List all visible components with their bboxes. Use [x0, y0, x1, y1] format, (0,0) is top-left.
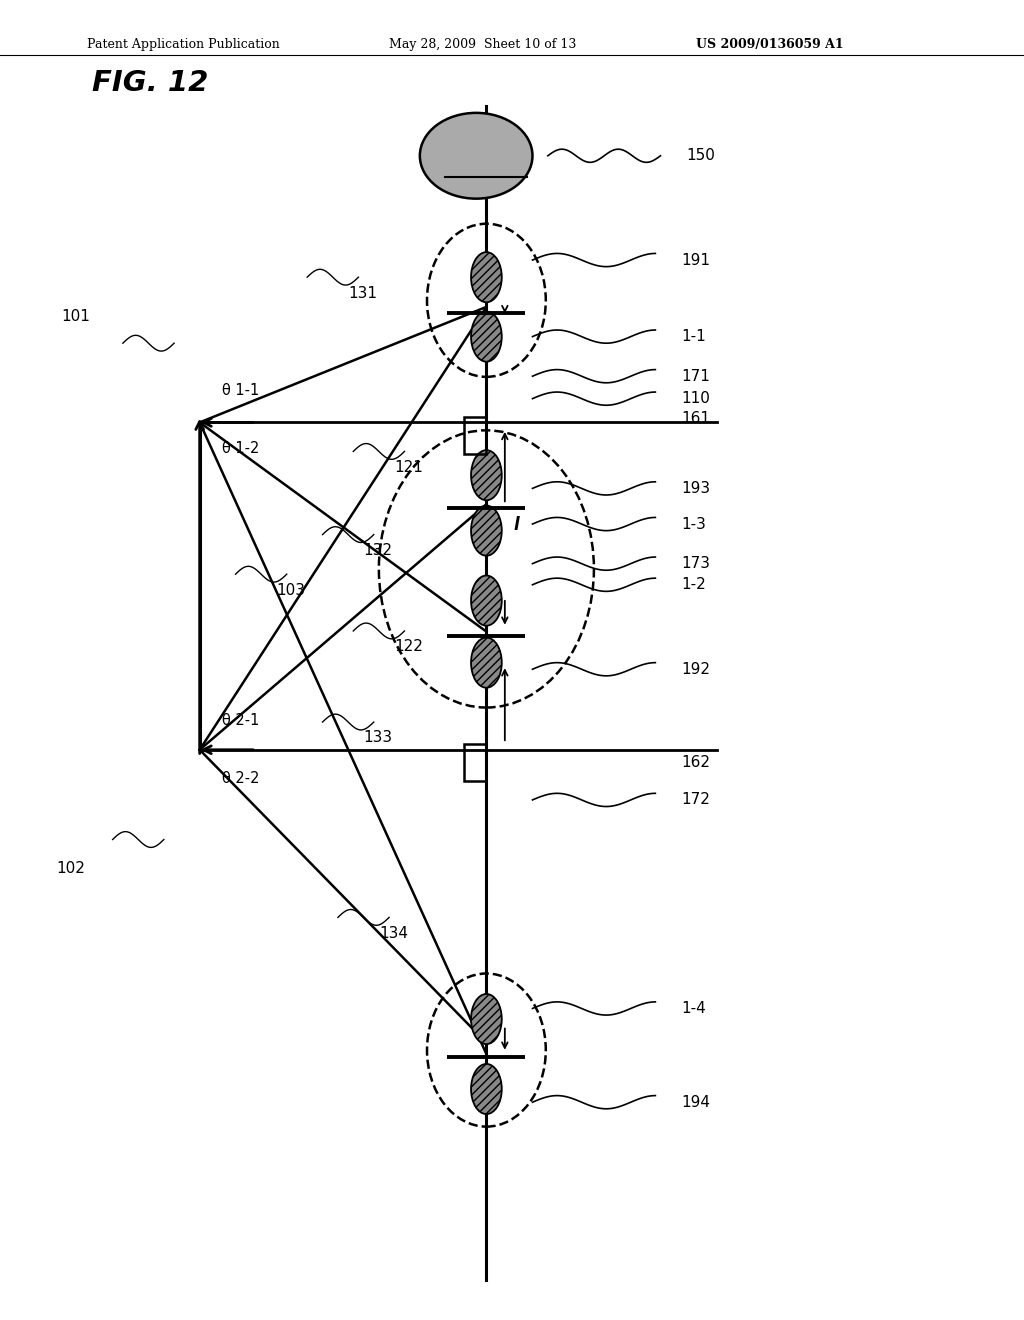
Text: 132: 132	[364, 543, 392, 558]
Text: FIG. 12: FIG. 12	[92, 69, 209, 96]
Text: 194: 194	[681, 1094, 710, 1110]
Text: 150: 150	[686, 148, 715, 164]
Text: 1-3: 1-3	[681, 516, 706, 532]
Text: 1-1: 1-1	[681, 329, 706, 345]
Text: 191: 191	[681, 252, 710, 268]
Ellipse shape	[471, 638, 502, 688]
Text: 172: 172	[681, 792, 710, 808]
Text: 1-4: 1-4	[681, 1001, 706, 1016]
Text: 1-2: 1-2	[681, 577, 706, 593]
Text: 192: 192	[681, 661, 710, 677]
Ellipse shape	[471, 312, 502, 362]
Text: 171: 171	[681, 368, 710, 384]
Text: l: l	[513, 516, 519, 533]
Text: 103: 103	[276, 582, 305, 598]
Bar	[464, 417, 486, 454]
Ellipse shape	[471, 994, 502, 1044]
Text: May 28, 2009  Sheet 10 of 13: May 28, 2009 Sheet 10 of 13	[389, 38, 577, 51]
Text: 131: 131	[348, 285, 377, 301]
Text: 134: 134	[379, 925, 408, 941]
Bar	[464, 744, 486, 781]
Text: 110: 110	[681, 391, 710, 407]
Text: 193: 193	[681, 480, 710, 496]
Text: Patent Application Publication: Patent Application Publication	[87, 38, 280, 51]
Text: θ 1-1: θ 1-1	[222, 383, 259, 399]
Text: θ 1-2: θ 1-2	[222, 441, 259, 457]
Text: 162: 162	[681, 755, 710, 771]
Ellipse shape	[420, 112, 532, 199]
Text: θ 2-2: θ 2-2	[222, 771, 260, 787]
Ellipse shape	[471, 576, 502, 626]
Text: 122: 122	[394, 639, 423, 655]
Ellipse shape	[471, 252, 502, 302]
Text: θ 2-1: θ 2-1	[222, 713, 259, 729]
Ellipse shape	[471, 1064, 502, 1114]
Ellipse shape	[471, 506, 502, 556]
Text: 102: 102	[56, 861, 85, 876]
Text: 121: 121	[394, 459, 423, 475]
Text: US 2009/0136059 A1: US 2009/0136059 A1	[696, 38, 844, 51]
Text: 101: 101	[61, 309, 90, 325]
Text: 133: 133	[364, 730, 392, 746]
Text: 173: 173	[681, 556, 710, 572]
Ellipse shape	[471, 450, 502, 500]
Text: 161: 161	[681, 411, 710, 426]
